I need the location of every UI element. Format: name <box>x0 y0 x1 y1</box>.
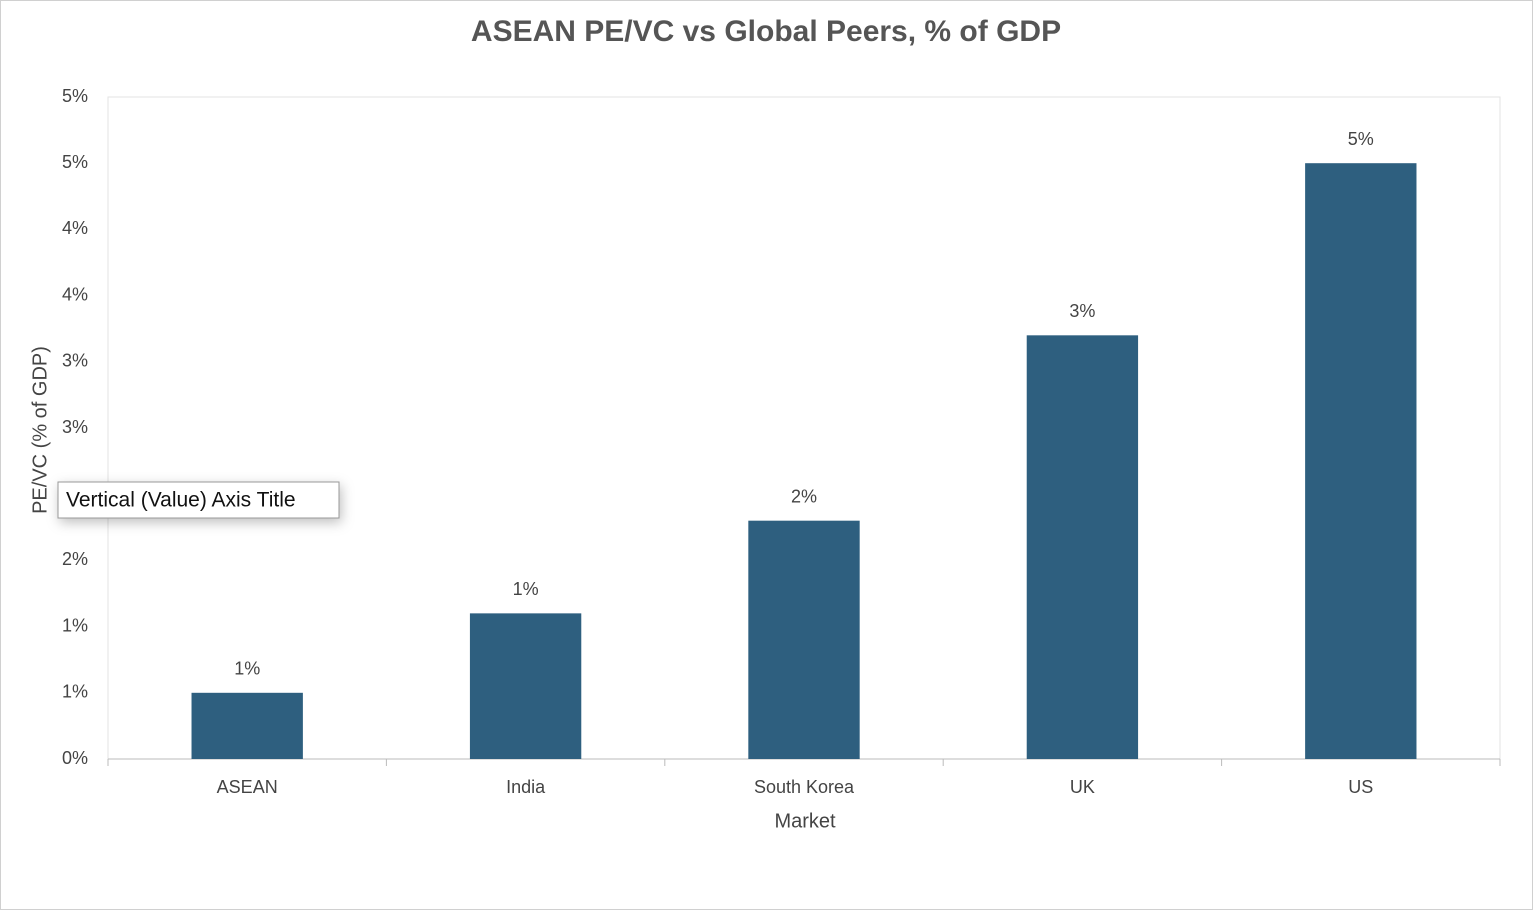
bar <box>191 692 303 759</box>
bar <box>469 613 582 759</box>
data-label: 2% <box>791 486 817 506</box>
y-axis-title: PE/VC (% of GDP) <box>29 346 51 514</box>
y-tick-label: 1% <box>62 615 88 635</box>
x-tick-label: ASEAN <box>217 777 278 797</box>
chart-title: ASEAN PE/VC vs Global Peers, % of GDP <box>471 15 1061 48</box>
bar <box>748 520 860 759</box>
x-axis-title: Market <box>774 810 836 832</box>
y-tick-label: 0% <box>62 748 88 768</box>
bar <box>1026 335 1139 759</box>
bar <box>1305 163 1417 759</box>
y-tick-label: 5% <box>62 152 88 172</box>
tooltip: Vertical (Value) Axis Title <box>57 481 340 519</box>
data-label: 1% <box>234 659 260 679</box>
y-tick-label: 4% <box>62 218 88 238</box>
tooltip-text: Vertical (Value) Axis Title <box>66 489 296 512</box>
data-label: 1% <box>513 579 539 599</box>
y-tick-label: 3% <box>62 417 88 437</box>
marks: 0% 1% 1% 2% 2% 3% 3% 4% 4% 5% 5% ASEAN 1% India 1% Sout… <box>62 86 1501 797</box>
data-label: 5% <box>1348 129 1374 149</box>
data-label: 3% <box>1069 301 1095 321</box>
y-tick-label: 2% <box>62 549 88 569</box>
y-tick-label: 1% <box>62 682 88 702</box>
y-tick-label: 4% <box>62 284 88 304</box>
x-tick-label: US <box>1348 777 1373 797</box>
x-tick-label: India <box>506 777 546 797</box>
y-tick-label: 3% <box>62 351 88 371</box>
y-tick-label: 5% <box>62 86 88 106</box>
tooltip-box <box>57 481 340 519</box>
x-tick-label: South Korea <box>754 777 855 797</box>
x-tick-label: UK <box>1070 777 1095 797</box>
